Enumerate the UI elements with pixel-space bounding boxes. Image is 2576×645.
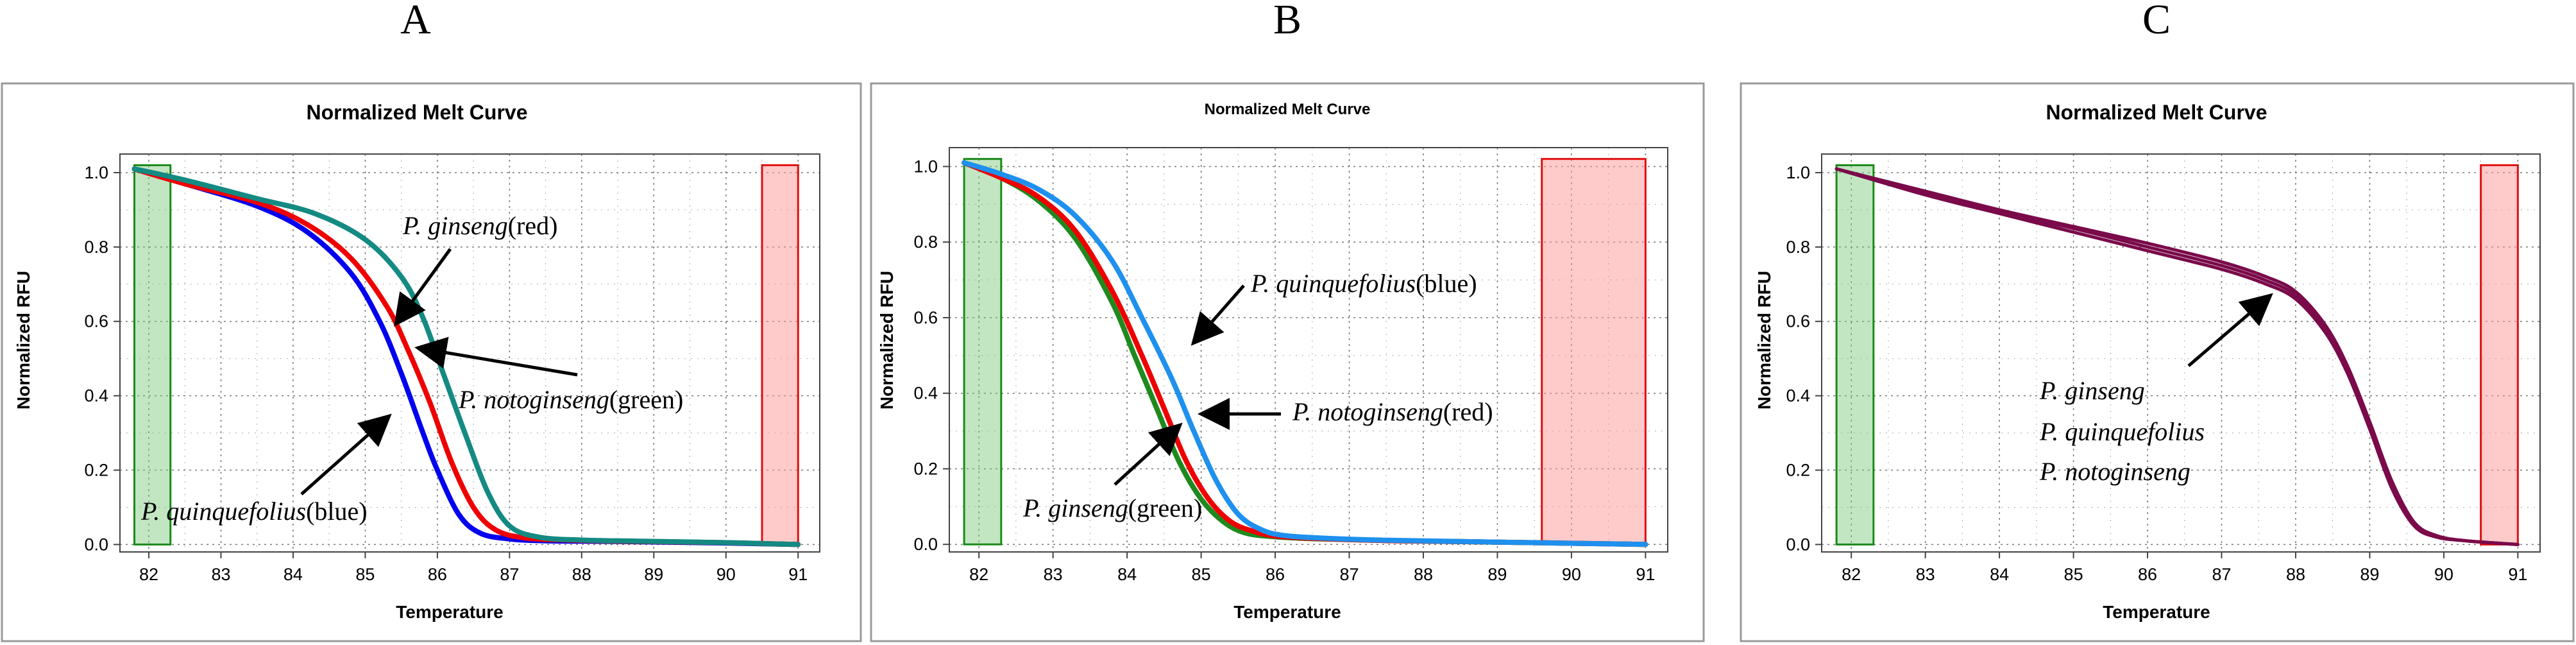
- chart-title: Normalized Melt Curve: [1205, 101, 1371, 118]
- x-tick-label: 83: [1044, 565, 1063, 584]
- series-line-2: [131, 166, 801, 547]
- y-tick-label: 1.0: [84, 163, 108, 182]
- axes-frame: [119, 153, 820, 553]
- x-tick-label: 85: [2064, 565, 2083, 584]
- svg-text:P. ginseng(green): P. ginseng(green): [1022, 494, 1202, 522]
- start-region: [133, 164, 172, 546]
- x-tick-label: 86: [1266, 565, 1285, 584]
- y-tick-label: 0.0: [84, 535, 108, 554]
- x-tick-label: 85: [1192, 565, 1211, 584]
- start-region: [963, 158, 1003, 546]
- x-axis-label: Temperature: [2103, 602, 2210, 622]
- annotation-p-quinquefolius: P. quinquefolius(blue): [1191, 269, 1477, 346]
- chart-a: Normalized Melt Curve 82 83 84 85 86 87 88 89 90…: [13, 101, 820, 622]
- y-tick-label: 0.8: [913, 232, 938, 252]
- x-tick-label: 82: [1842, 565, 1861, 584]
- y-tick-label: 1.0: [913, 157, 938, 176]
- y-tick-label: 0.2: [84, 461, 108, 480]
- y-axis-label: Normalized RFU: [13, 271, 33, 409]
- svg-text:P. ginseng(red): P. ginseng(red): [402, 211, 557, 240]
- x-axis-label: Temperature: [1233, 602, 1341, 622]
- x-tick-label: 84: [1117, 565, 1137, 584]
- x-tick-label: 82: [969, 565, 988, 584]
- chart-title: Normalized Melt Curve: [2046, 101, 2267, 124]
- x-tick-label: 91: [788, 565, 808, 584]
- plot-area: 82 83 84 85 86 87 88 89 90 91 0.0 0.2 0.4 0.6 0.8 1.0: [913, 147, 1668, 584]
- y-tick-label: 0.6: [84, 312, 108, 331]
- x-tick-label: 89: [1487, 565, 1507, 584]
- chart-b: Normalized Melt Curve 82 83 84 85 86 87 88 89 90…: [877, 101, 1668, 622]
- annotation-species-list: P. ginseng P. quinquefolius P. notoginse…: [2039, 293, 2273, 486]
- x-tick-label: 83: [1916, 565, 1935, 584]
- y-axis-label: Normalized RFU: [1754, 271, 1774, 409]
- x-tick-label: 83: [211, 565, 230, 584]
- annotation-p-ginseng: P. ginseng(green): [1022, 422, 1202, 522]
- panel-label-b: B: [1273, 0, 1301, 43]
- svg-text:P. notoginseng(red): P. notoginseng(red): [1292, 397, 1493, 426]
- y-tick-label: 0.0: [913, 535, 938, 554]
- start-region: [1835, 164, 1875, 546]
- series-line-2: [1835, 167, 2520, 546]
- x-tick-label: 88: [572, 565, 591, 584]
- x-tick-label: 86: [2138, 565, 2157, 584]
- chart-c: Normalized Melt Curve 82 83 84 85 86 87 88 89 90…: [1754, 101, 2541, 622]
- annotation-line-3: P. notoginseng: [2039, 457, 2190, 486]
- annotation-p-ginseng: P. ginseng(red): [394, 211, 557, 327]
- plot-area: 82 83 84 85 86 87 88 89 90 91 0.0 0.2 0.4 0.6 0.8 1.0: [84, 153, 820, 584]
- x-tick-label: 84: [284, 565, 303, 584]
- panel-label-c: C: [2142, 0, 2171, 43]
- y-tick-label: 0.4: [913, 384, 938, 403]
- end-region: [2480, 164, 2519, 546]
- x-tick-label: 84: [1990, 565, 2009, 584]
- x-tick-label: 90: [1562, 565, 1581, 584]
- y-tick-label: 0.4: [1786, 386, 1810, 406]
- y-tick-label: 0.2: [1786, 461, 1810, 480]
- x-tick-label: 90: [2434, 565, 2453, 584]
- series-line-2: [962, 160, 1648, 547]
- x-tick-label: 88: [2286, 565, 2305, 584]
- plot-background: [120, 154, 820, 552]
- panel-label-a: A: [400, 0, 431, 43]
- plot-background: [1822, 154, 2540, 552]
- svg-text:P. quinquefolius(blue): P. quinquefolius(blue): [1250, 269, 1477, 298]
- y-axis-label: Normalized RFU: [877, 271, 897, 409]
- end-region: [761, 164, 799, 546]
- plot-area: 82 83 84 85 86 87 88 89 90 91 0.0 0.2 0.4 0.6 0.8 1.0: [1786, 153, 2541, 584]
- y-tick-label: 1.0: [1786, 163, 1810, 182]
- y-tick-label: 0.8: [1786, 237, 1810, 257]
- x-tick-label: 88: [1414, 565, 1433, 584]
- x-tick-label: 82: [139, 565, 158, 584]
- x-tick-label: 87: [2212, 565, 2231, 584]
- x-tick-label: 89: [2360, 565, 2379, 584]
- x-tick-label: 91: [1636, 565, 1655, 584]
- y-tick-label: 0.0: [1786, 535, 1810, 554]
- axes-frame: [949, 147, 1668, 553]
- x-tick-label: 87: [500, 565, 519, 584]
- annotation-p-notoginseng: P. notoginseng(red): [1198, 397, 1493, 430]
- x-tick-label: 91: [2508, 565, 2527, 584]
- annotation-line-2: P. quinquefolius: [2039, 417, 2205, 446]
- x-tick-label: 86: [428, 565, 447, 584]
- y-tick-label: 0.2: [913, 459, 938, 478]
- y-tick-label: 0.6: [1786, 312, 1810, 331]
- svg-text:P. notoginseng(green): P. notoginseng(green): [458, 385, 683, 414]
- annotation-line-1: P. ginseng: [2039, 376, 2145, 405]
- y-tick-label: 0.4: [84, 386, 108, 406]
- x-axis-label: Temperature: [396, 602, 504, 622]
- end-region: [1541, 158, 1647, 546]
- y-tick-label: 0.8: [84, 237, 108, 257]
- chart-title: Normalized Melt Curve: [307, 101, 528, 124]
- y-tick-label: 0.6: [913, 308, 938, 327]
- x-tick-label: 90: [716, 565, 736, 584]
- svg-text:P. quinquefolius(blue): P. quinquefolius(blue): [140, 497, 368, 526]
- x-tick-label: 87: [1339, 565, 1359, 584]
- x-tick-label: 85: [355, 565, 375, 584]
- annotation-p-quinquefolius: P. quinquefolius(blue): [140, 413, 392, 526]
- x-tick-label: 89: [644, 565, 663, 584]
- axes-frame: [1821, 153, 2541, 553]
- annotation-p-notoginseng: P. notoginseng(green): [414, 336, 683, 414]
